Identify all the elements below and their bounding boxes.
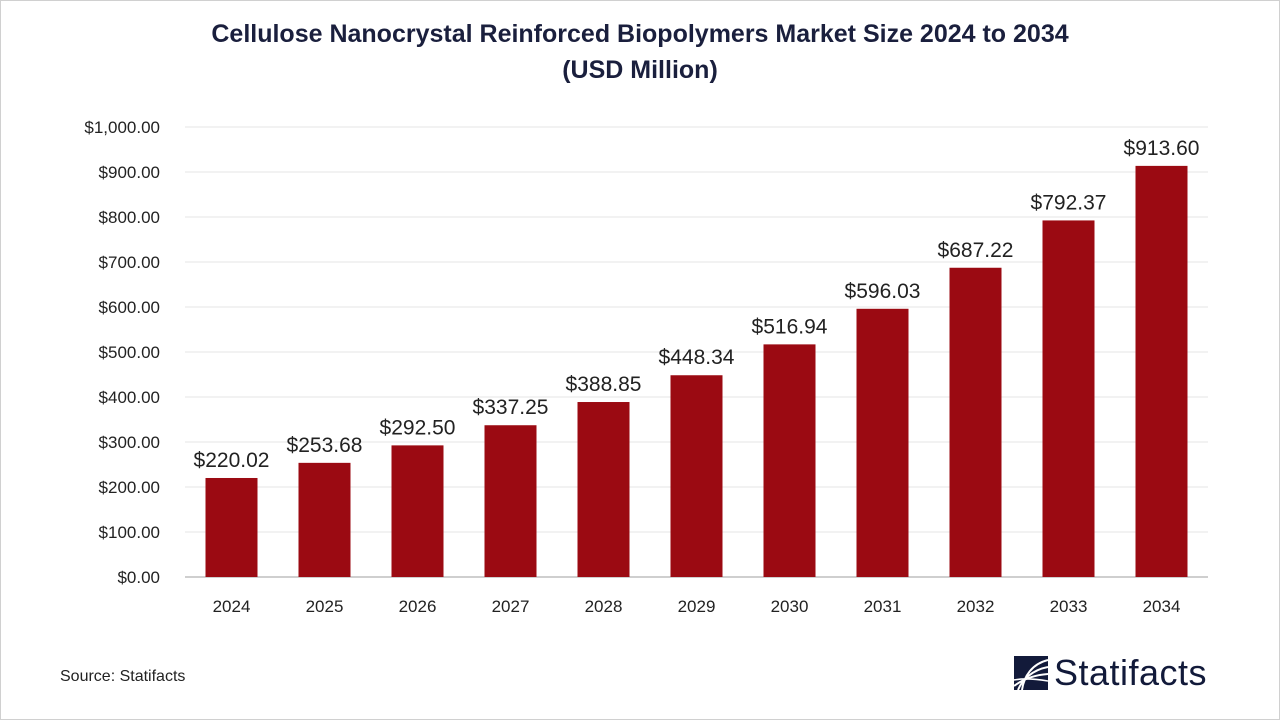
x-tick-label: 2034 [1143,597,1181,616]
bar-2028 [577,402,630,577]
bar-2034 [1135,165,1188,577]
bar-2031 [856,308,909,577]
bar-2032 [949,267,1002,577]
data-label-2026: $292.50 [380,416,456,439]
y-tick-label: $100.00 [99,523,160,542]
x-tick-label: 2025 [306,597,344,616]
chart-subtitle: (USD Million) [562,56,718,84]
y-tick-label: $400.00 [99,388,160,407]
bar-2024 [205,477,258,577]
y-tick-label: $1,000.00 [84,118,160,137]
y-tick-label: $0.00 [117,568,160,587]
statifacts-logo-text: Statifacts [1054,652,1208,693]
y-tick-label: $700.00 [99,253,160,272]
data-label-2025: $253.68 [287,434,363,457]
y-tick-label: $600.00 [99,298,160,317]
y-tick-label: $900.00 [99,163,160,182]
x-tick-label: 2027 [492,597,530,616]
y-tick-label: $500.00 [99,343,160,362]
chart-title: Cellulose Nanocrystal Reinforced Biopoly… [211,20,1069,48]
data-label-2030: $516.94 [752,315,828,338]
bar-2029 [670,375,723,577]
data-label-2034: $913.60 [1124,137,1200,160]
data-label-2031: $596.03 [845,280,921,303]
statifacts-logo-icon [1014,656,1048,690]
x-tick-label: 2026 [399,597,437,616]
statifacts-logo: Statifacts [1014,652,1207,694]
data-label-2024: $220.02 [194,449,270,472]
bar-2030 [763,344,816,577]
y-tick-label: $800.00 [99,208,160,227]
data-label-2027: $337.25 [473,396,549,419]
bar-2025 [298,462,351,577]
x-tick-label: 2030 [771,597,809,616]
source-note: Source: Statifacts [60,668,186,685]
x-tick-label: 2031 [864,597,902,616]
data-label-2032: $687.22 [938,239,1014,262]
bar-2027 [484,425,537,577]
x-tick-label: 2033 [1050,597,1088,616]
y-tick-label: $300.00 [99,433,160,452]
data-label-2029: $448.34 [659,346,735,369]
bar-2033 [1042,220,1095,577]
x-tick-label: 2024 [213,597,251,616]
x-tick-label: 2029 [678,597,716,616]
x-tick-label: 2032 [957,597,995,616]
y-tick-label: $200.00 [99,478,160,497]
data-label-2028: $388.85 [566,373,642,396]
data-label-2033: $792.37 [1031,191,1107,214]
bar-2026 [391,445,444,577]
x-tick-label: 2028 [585,597,623,616]
